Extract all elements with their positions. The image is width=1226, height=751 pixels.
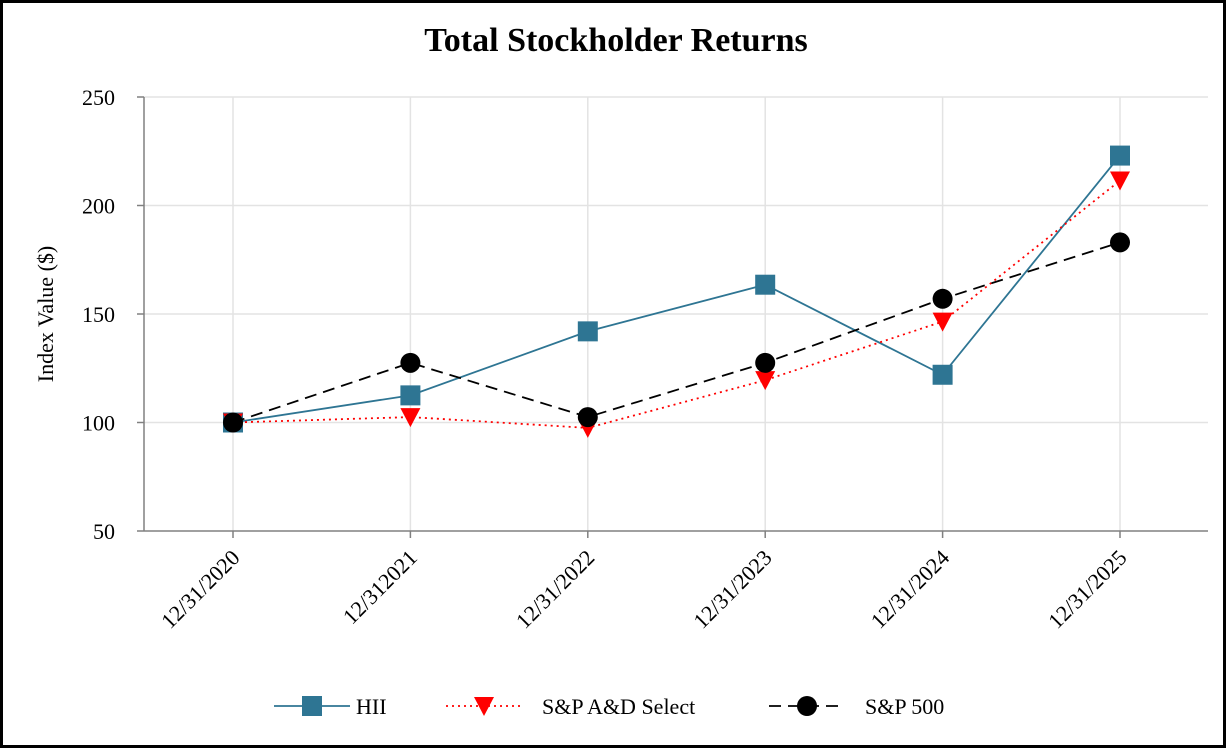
legend-label: HII	[356, 694, 387, 719]
chart-title: Total Stockholder Returns	[424, 22, 808, 59]
series-s-p-500	[223, 232, 1130, 433]
x-tick-label: 12/31/2023	[688, 545, 777, 634]
data-point	[400, 352, 421, 373]
data-point	[1110, 145, 1130, 166]
y-ticks: 50 100 150 200 250	[82, 85, 144, 544]
series-line	[232, 241, 1121, 424]
data-point	[932, 364, 953, 385]
x-tick-label: 12/312021	[338, 545, 422, 629]
y-axis-label: Index Value ($)	[33, 246, 58, 382]
y-tick-label: 50	[93, 519, 115, 544]
x-tick-label: 12/31/2020	[156, 545, 245, 634]
data-point	[755, 371, 776, 391]
y-tick-label: 150	[82, 302, 115, 327]
legend-item: S&P 500	[769, 694, 944, 719]
x-tick-label: 12/31/2022	[511, 545, 600, 634]
x-tick-label: 12/31/2024	[866, 545, 955, 634]
data-point	[932, 288, 953, 309]
x-ticks: 12/31/2020 12/312021 12/31/2022 12/31/2023 1…	[156, 531, 1132, 633]
legend-label: S&P A&D Select	[542, 694, 695, 719]
data-point	[400, 408, 421, 428]
legend-marker	[474, 697, 494, 716]
grid	[144, 96, 1208, 531]
data-point	[223, 412, 243, 433]
data-point	[577, 407, 598, 428]
data-point	[1110, 232, 1130, 253]
data-point	[932, 312, 953, 332]
legend-item: S&P A&D Select	[446, 694, 695, 719]
y-tick-label: 200	[82, 194, 115, 219]
legend-label: S&P 500	[865, 694, 944, 719]
legend-marker	[797, 696, 817, 716]
data-point	[1110, 171, 1130, 191]
legend-item: HII	[274, 694, 387, 719]
data-point	[755, 274, 776, 295]
series-line	[232, 179, 1121, 429]
y-tick-label: 250	[82, 85, 115, 110]
data-point	[400, 385, 421, 406]
x-tick-label: 12/31/2025	[1043, 545, 1132, 634]
legend-marker	[302, 696, 322, 716]
data-point	[577, 321, 598, 342]
line-chart: Total Stockholder Returns Index Value ($…	[33, 22, 1208, 719]
series	[223, 145, 1130, 438]
series-line	[232, 155, 1121, 424]
y-tick-label: 100	[82, 411, 115, 436]
legend: HII S&P A&D Select S&P 500	[274, 694, 944, 719]
series-s-p-a-d-select	[223, 171, 1130, 438]
data-point	[755, 352, 776, 373]
